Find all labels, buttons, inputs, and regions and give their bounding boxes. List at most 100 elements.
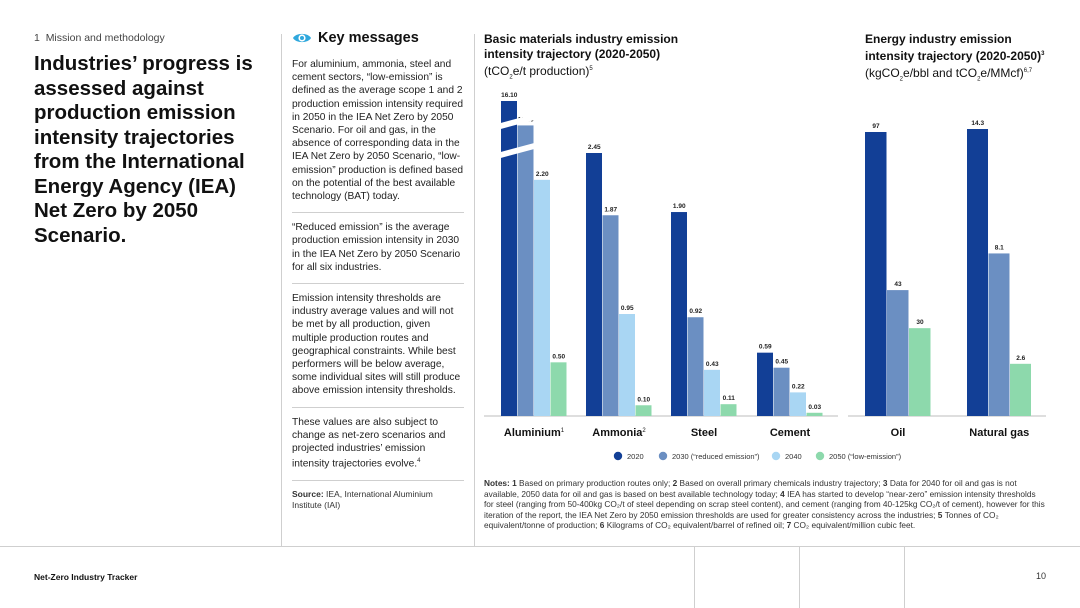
bar-value-label: 0.22 [792, 383, 805, 390]
chart-notes: Notes: 1 Based on primary production rou… [484, 478, 1046, 531]
note-number: 3 [882, 478, 890, 488]
separator [292, 283, 464, 285]
note-number: 2 [672, 478, 680, 488]
energy-chart-title: Energy industry emission intensity traje… [865, 32, 1045, 83]
bar-value-label: 0.43 [706, 361, 719, 368]
note-text: Based on primary production routes only; [519, 478, 673, 488]
note-text: IEA has started to develop “near-zero” e… [484, 488, 1045, 520]
publication-name: Net-Zero Industry Tracker [34, 572, 138, 582]
bar [967, 129, 988, 416]
bar-value-label: 0.11 [723, 395, 736, 402]
legend-swatch [815, 451, 825, 461]
legend-label: 2020 [627, 452, 644, 461]
note-number: 1 [512, 478, 520, 488]
legend-label: 2040 [785, 452, 802, 461]
bar-value-label: 2.20 [536, 171, 549, 178]
separator [292, 479, 464, 481]
eye-icon [293, 33, 311, 43]
category-label: Oil [891, 427, 906, 439]
bar [720, 404, 737, 416]
basic-materials-chart-title: Basic materials industry emission intens… [484, 32, 679, 81]
bar [773, 367, 790, 416]
bar [865, 132, 887, 416]
note-text: Data for 2040 for oil and gas is not ava… [484, 478, 1017, 499]
bar-value-label: 0.03 [808, 404, 821, 411]
bar-value-label: 1.90 [673, 203, 686, 210]
section-label: 1 Mission and methodology [34, 32, 165, 44]
note-text: Tonnes of CO₂ equivalent/tonne of produc… [484, 509, 999, 531]
legend-swatch [771, 451, 781, 461]
bar [501, 101, 517, 416]
bar [887, 290, 909, 416]
bar-value-label: 0.50 [552, 353, 565, 360]
note-number: 6 [599, 520, 607, 531]
key-message-paragraph: These values are also subject to change … [292, 416, 446, 470]
bar-value-label: 0.45 [775, 359, 788, 366]
divider-right [474, 34, 475, 546]
bar-value-label: 97 [872, 123, 880, 130]
note-text: Based on overall primary chemicals indus… [679, 478, 883, 488]
bar-value-label: 16.10 [501, 92, 518, 99]
bar [988, 253, 1010, 416]
note-number: 5 [937, 509, 945, 520]
bar [671, 212, 687, 416]
bar-value-label: 2.45 [588, 144, 601, 151]
legend-label: 2030 (“reduced emission”) [672, 452, 760, 461]
key-message-paragraph: Emission intensity thresholds are indust… [292, 293, 461, 397]
bar [1010, 363, 1031, 416]
bar [619, 314, 635, 416]
category-label: Cement [770, 427, 811, 439]
page-headline: Industries’ progress is assessed against… [34, 52, 253, 247]
bar [586, 153, 602, 416]
footer-divider [0, 546, 1080, 547]
bar-value-label: 1.87 [604, 206, 617, 213]
key-message-paragraph: “Reduced emission” is the average produc… [292, 222, 461, 273]
note-text: CO₂ equivalent/million cubic feet. [793, 520, 916, 531]
footer-divider [904, 546, 905, 608]
note-number: 4 [780, 488, 788, 499]
legend-label: 2050 (“low-emission”) [829, 452, 902, 461]
divider-left [281, 34, 282, 546]
notes-label: Notes: [484, 478, 513, 488]
footer-divider [694, 546, 695, 608]
note-number: 7 [786, 520, 794, 531]
bar-value-label: 0.10 [637, 396, 650, 403]
bar [635, 405, 652, 416]
category-label: Natural gas [969, 427, 1029, 439]
separator [292, 406, 464, 408]
bar [757, 352, 773, 416]
bar [790, 392, 806, 416]
category-label: Ammonia2 [592, 427, 646, 439]
bar-value-label: 0.59 [759, 344, 772, 351]
legend-swatch [613, 451, 623, 461]
note-text: Kilograms of CO₂ equivalent/barrel of re… [606, 520, 787, 531]
bar [806, 412, 823, 416]
legend-swatch [658, 451, 668, 461]
bar [534, 179, 550, 416]
category-label: Aluminium1 [504, 427, 565, 439]
bar-value-label: 14.3 [971, 120, 984, 127]
bar-value-label: 2.6 [1016, 355, 1025, 362]
bar [687, 317, 704, 416]
footer-divider [799, 546, 800, 608]
bar [517, 125, 534, 416]
key-messages-title: Key messages [292, 30, 419, 46]
axis-break-mark [497, 142, 538, 159]
category-label: Steel [691, 427, 717, 439]
bar [602, 215, 619, 416]
bar-value-label: 0.95 [621, 305, 634, 312]
bar [550, 362, 567, 416]
bar-value-label: 0.92 [689, 308, 702, 315]
page-number: 10 [1036, 571, 1047, 581]
separator [292, 212, 464, 214]
key-messages-column: For aluminium, ammonia, steel and cement… [292, 58, 464, 511]
key-message-paragraph: For aluminium, ammonia, steel and cement… [292, 59, 464, 203]
axis-break-mark [497, 113, 538, 130]
bar-value-label: 43 [894, 281, 902, 288]
source-note: Source: IEA, International Aluminium Ins… [292, 488, 433, 510]
bar-value-label: 30 [916, 319, 924, 326]
bar [704, 369, 720, 416]
bar-value-label: 8.1 [995, 244, 1004, 251]
bar [909, 328, 931, 416]
